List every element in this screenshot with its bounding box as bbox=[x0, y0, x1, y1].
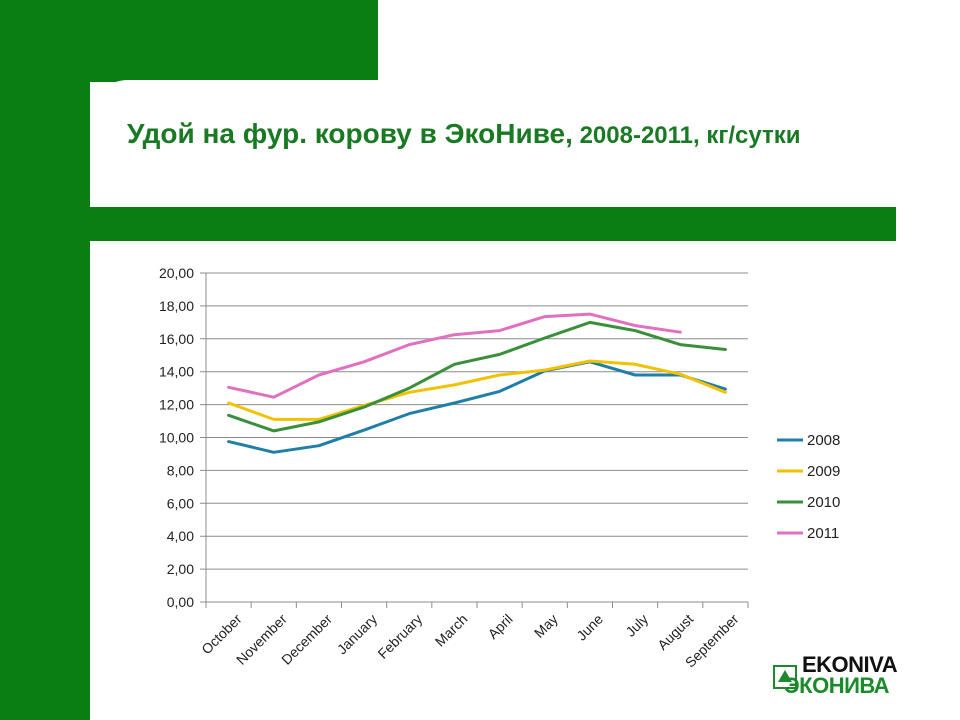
title-underline-bar bbox=[90, 207, 896, 241]
x-tick-label: June bbox=[573, 611, 606, 644]
x-tick-label: March bbox=[432, 611, 471, 650]
legend-label-2009: 2009 bbox=[807, 463, 840, 480]
y-tick-label: 16,00 bbox=[159, 331, 194, 347]
series-line-2008 bbox=[227, 360, 727, 454]
y-tick-label: 6,00 bbox=[167, 495, 194, 511]
legend-label-2010: 2010 bbox=[807, 494, 840, 511]
logo-text-latin: EKONIVA bbox=[802, 652, 898, 677]
legend-label-2011: 2011 bbox=[807, 525, 839, 542]
y-tick-label: 18,00 bbox=[159, 298, 194, 314]
x-tick-label: July bbox=[622, 611, 651, 640]
logo-text-cyrillic: ЭКОНИВА bbox=[784, 673, 890, 698]
x-tick-label: February bbox=[374, 611, 425, 662]
y-tick-label: 2,00 bbox=[167, 561, 194, 577]
slide-title-main: Удой на фур. корову в ЭкоНиве, bbox=[127, 118, 573, 149]
series-line-2009 bbox=[227, 359, 727, 421]
y-tick-label: 10,00 bbox=[159, 430, 194, 446]
series-line-2011 bbox=[227, 312, 682, 399]
y-tick-label: 4,00 bbox=[167, 528, 194, 544]
slide-title-sub: 2008-2011, кг/сутки bbox=[572, 122, 801, 149]
y-tick-label: 20,00 bbox=[159, 265, 194, 281]
left-green-stripe bbox=[0, 0, 90, 720]
slide-title: Удой на фур. корову в ЭкоНиве, 2008-2011… bbox=[127, 118, 801, 150]
y-tick-label: 8,00 bbox=[167, 462, 194, 478]
y-tick-label: 0,00 bbox=[167, 594, 194, 610]
y-tick-label: 14,00 bbox=[159, 364, 194, 380]
series-line-2010 bbox=[227, 320, 727, 433]
x-tick-label: April bbox=[485, 611, 516, 642]
x-tick-label: August bbox=[654, 611, 696, 653]
y-tick-label: 12,00 bbox=[159, 397, 194, 413]
ekoniva-logo: EKONIVA ЭКОНИВА bbox=[772, 652, 922, 700]
x-tick-label: May bbox=[531, 611, 561, 641]
legend-label-2008: 2008 bbox=[807, 432, 840, 449]
logo-leaf-icon bbox=[773, 665, 797, 689]
content-panel bbox=[90, 80, 960, 720]
